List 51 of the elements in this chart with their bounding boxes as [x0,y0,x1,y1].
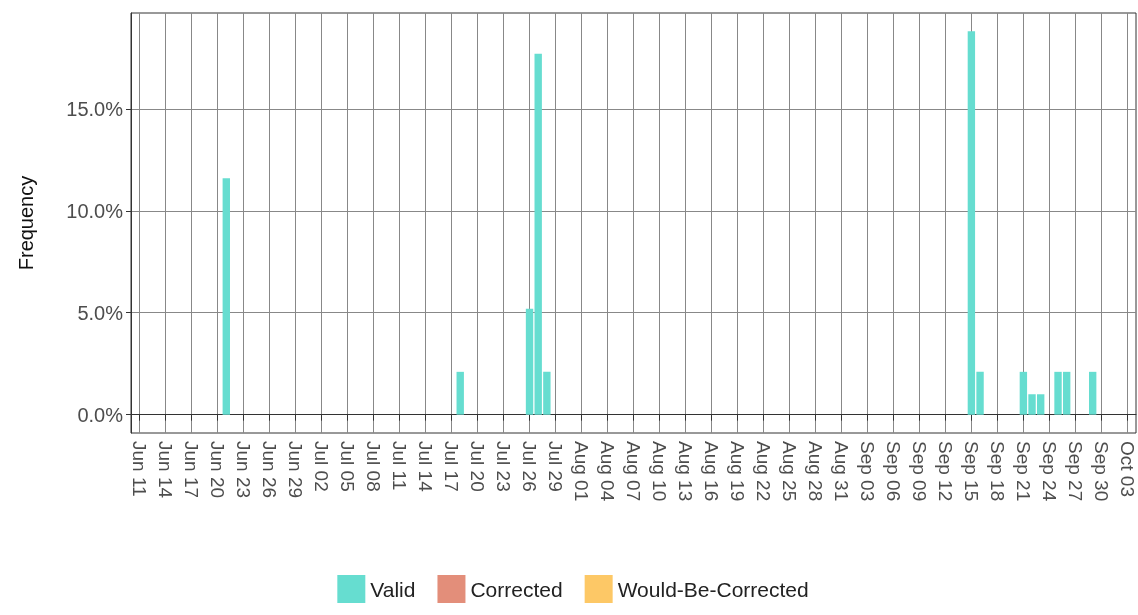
x-tick-label: Jul 26 [519,441,541,492]
x-tick-label: Jun 26 [259,441,281,499]
x-tick-label: Aug 01 [571,441,593,502]
x-tick-label: Jul 14 [415,441,437,493]
bar [1088,371,1097,415]
x-tick-label: Sep 18 [986,441,1008,502]
x-tick-label: Sep 09 [908,441,930,502]
x-tick-label: Sep 03 [856,441,878,502]
x-tick-label: Jun 17 [181,441,203,499]
x-tick-label: Jun 14 [155,441,177,499]
x-tick-label: Jul 02 [311,441,333,492]
bar [525,308,534,415]
x-tick-label: Jun 20 [207,441,229,499]
x-tick-label: Jul 17 [441,441,463,492]
x-tick-label: Sep 30 [1090,441,1112,502]
x-tick-label: Aug 25 [778,441,800,502]
x-tick-label: Jun 11 [129,441,151,497]
x-tick-label: Jun 23 [233,441,255,499]
x-tick-label: Aug 10 [648,441,670,502]
x-tick-label: Jul 08 [363,441,385,492]
y-tick-label: 10.0% [66,199,124,222]
x-tick-label: Sep 12 [934,441,956,502]
bar [456,371,464,415]
legend-label: Valid [370,577,416,601]
y-axis-title: Frequency [15,175,37,271]
y-tick-label: 0.0% [77,403,124,426]
legend-label: Would-Be-Corrected [617,577,809,601]
x-tick-label: Aug 13 [674,441,696,502]
x-tick-label: Jul 05 [337,441,359,492]
x-tick-label: Aug 31 [830,441,852,502]
legend-label: Corrected [470,577,563,601]
x-tick-label: Aug 04 [597,441,619,502]
y-tick-label: 15.0% [66,97,124,120]
x-tick-label: Jul 11 [389,441,411,491]
x-tick-label: Jul 20 [467,441,489,492]
x-tick-label: Oct 03 [1116,441,1138,497]
x-tick-label: Jun 29 [285,441,307,499]
x-tick-label: Sep 27 [1064,441,1086,502]
x-tick-label: Sep 06 [882,441,904,502]
x-tick-label: Aug 16 [700,441,722,502]
bar [222,178,230,415]
x-tick-label: Jul 23 [493,441,515,492]
y-tick-label: 5.0% [77,301,124,324]
x-tick-label: Sep 15 [960,441,982,502]
x-tick-label: Aug 07 [623,441,644,502]
x-tick-label: Sep 21 [1012,441,1034,502]
x-tick-label: Aug 22 [752,441,774,502]
x-tick-label: Sep 24 [1038,441,1060,502]
x-tick-label: Aug 19 [726,441,748,502]
x-tick-label: Aug 28 [804,441,826,502]
x-tick-label: Jul 29 [545,441,567,492]
